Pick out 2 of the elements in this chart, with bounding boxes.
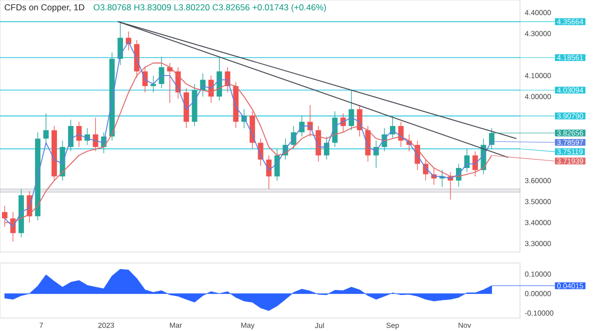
chart-title: CFDs on Copper, 1D [4,4,84,12]
chart-subtitle: O3.80768 H3.83009 L3.80220 C3.82656 +0.01743 (+0.46%) [94,4,326,12]
